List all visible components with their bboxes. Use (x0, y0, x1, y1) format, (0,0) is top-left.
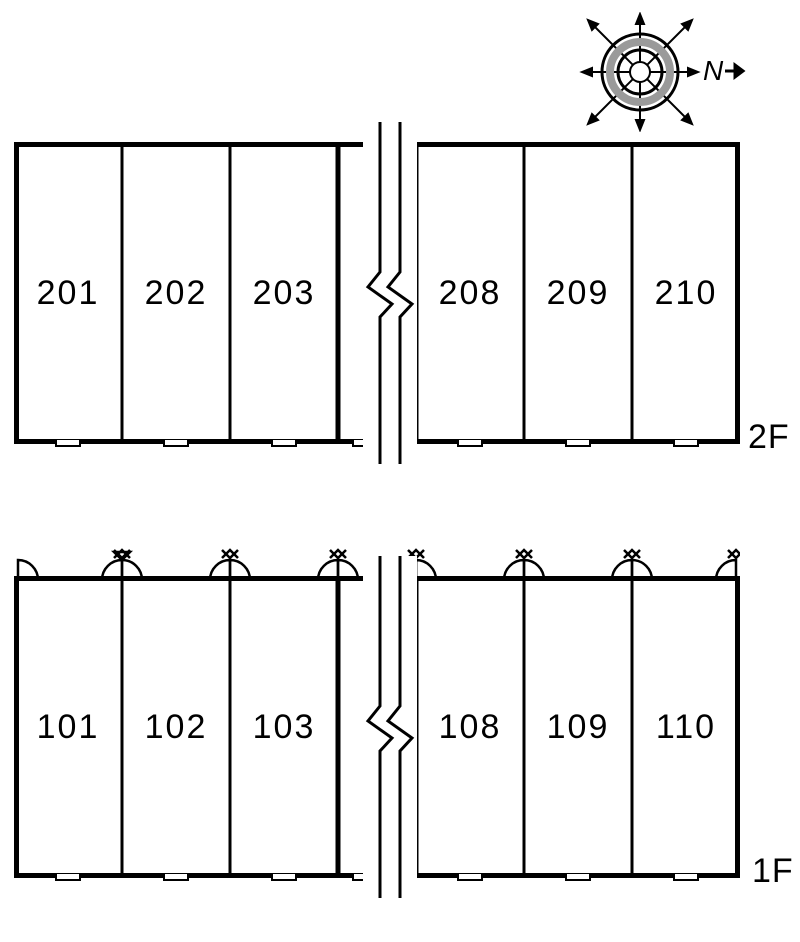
unit-label: 110 (656, 708, 716, 747)
unit-label: 103 (253, 708, 316, 747)
unit-209: 209 (524, 142, 632, 444)
compass-n-label: N (703, 55, 724, 86)
unit-102: 102 (122, 576, 230, 878)
floor-label-1f: 1F (752, 852, 794, 891)
unit-label: 209 (547, 274, 610, 313)
unit-202: 202 (122, 142, 230, 444)
unit-label: 108 (439, 708, 502, 747)
door-marker-icon (163, 440, 189, 447)
door-marker-icon (271, 440, 297, 447)
unit-101: 101 (14, 576, 122, 878)
unit-label: 208 (439, 274, 502, 313)
unit-label: 203 (253, 274, 316, 313)
unit-label: 102 (145, 708, 208, 747)
unit-110: 110 (632, 576, 740, 878)
door-marker-icon (565, 874, 591, 881)
door-marker-icon (55, 440, 81, 447)
floor-row-2f: 201 202 203 208 209 21 (14, 142, 740, 444)
unit-label: 101 (37, 708, 100, 747)
door-marker-icon (673, 440, 699, 447)
door-marker-icon (163, 874, 189, 881)
break-mark-icon (363, 122, 417, 464)
unit-label: 210 (655, 274, 718, 313)
door-marker-icon (673, 874, 699, 881)
door-marker-icon (457, 440, 483, 447)
unit-210: 210 (632, 142, 740, 444)
unit-109: 109 (524, 576, 632, 878)
door-marker-icon (55, 874, 81, 881)
unit-label: 201 (37, 274, 100, 313)
door-marker-icon (271, 874, 297, 881)
unit-208: 208 (416, 142, 524, 444)
unit-label: 109 (547, 708, 610, 747)
floor-label-2f: 2F (748, 418, 790, 457)
unit-103: 103 (230, 576, 338, 878)
building-layout-diagram: N 201 20 (0, 0, 800, 942)
unit-201: 201 (14, 142, 122, 444)
break-mark-icon (363, 556, 417, 898)
unit-108: 108 (416, 576, 524, 878)
door-marker-icon (565, 440, 591, 447)
compass-icon: N (575, 12, 755, 132)
unit-203: 203 (230, 142, 338, 444)
floor-row-1f: 101 102 103 108 109 11 (14, 576, 740, 878)
unit-label: 202 (145, 274, 208, 313)
door-marker-icon (457, 874, 483, 881)
